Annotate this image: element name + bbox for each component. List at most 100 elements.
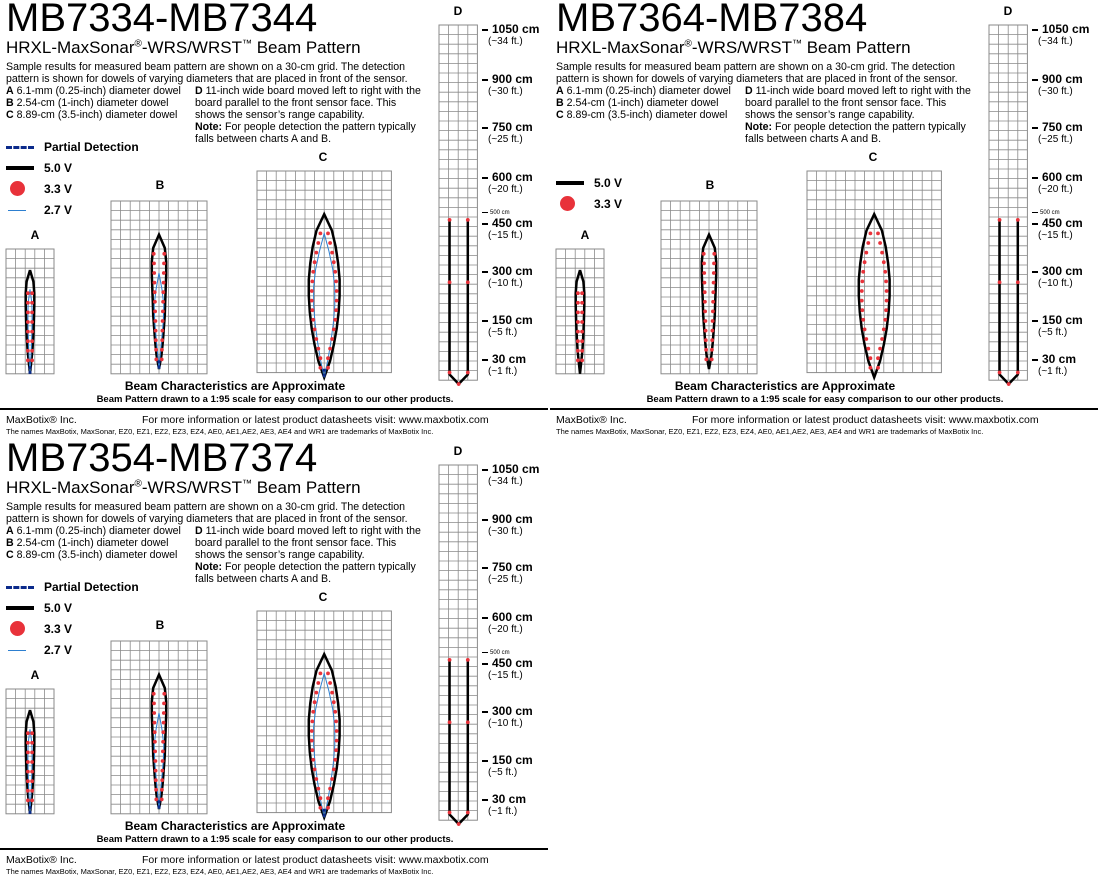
- chart-d-3-3v-point-4: [447, 810, 452, 815]
- chart-c-3-3v-point-9: [883, 269, 888, 274]
- chart-b-3-3v-point-2: [152, 261, 156, 266]
- chart-b-3-3v-point-2: [152, 701, 156, 706]
- model-title: MB7334-MB7344: [6, 0, 318, 40]
- chart-a-3-3v-point-0: [576, 291, 580, 296]
- chart-c-grid: [806, 170, 942, 382]
- scale-cm: 450 cm: [1042, 216, 1083, 230]
- chart-c-3-3v-point-17: [334, 748, 338, 753]
- chart-d-label: D: [453, 444, 463, 458]
- chart-c-3-3v-point-16: [310, 748, 315, 753]
- scale-ft: (~20 ft.): [488, 624, 523, 635]
- dowel-list: A 6.1-mm (0.25-inch) diameter dowel B 2.…: [556, 85, 731, 121]
- chart-c-3-3v-point-11: [334, 279, 338, 284]
- chart-b-3-3v-point-22: [704, 357, 709, 362]
- chart-b-label: B: [155, 618, 165, 632]
- chart-c-3-3v-point-18: [311, 317, 316, 322]
- chart-c-3-3v-point-28: [868, 365, 873, 370]
- chart-b-3-3v-point-13: [711, 309, 715, 314]
- chart-a-3-3v-point-10: [26, 779, 30, 784]
- chart-a-3-3v-point-3: [30, 300, 34, 305]
- scale-tick: 150 cm (~5 ft.): [1032, 313, 1100, 338]
- chart-d-label: D: [1003, 4, 1013, 18]
- footer-company: MaxBotix® Inc. For more information or la…: [6, 854, 489, 866]
- chart-b-3-3v-point-3: [162, 701, 166, 706]
- scale-ft: (~10 ft.): [1038, 278, 1073, 289]
- chart-d-3-3v-point-5: [1015, 370, 1020, 375]
- chart-c-3-3v-point-21: [331, 327, 336, 332]
- chart-b-3-3v-point-7: [711, 280, 716, 285]
- chart-a-3-3v-point-8: [26, 329, 30, 334]
- chart-c-3-3v-point-7: [331, 700, 336, 705]
- scale-tick: 150 cm (~5 ft.): [482, 753, 550, 778]
- chart-a-3-3v-point-1: [30, 291, 34, 296]
- chart-c-3-3v-point-3: [878, 241, 882, 245]
- chart-a-3-3v-point-8: [576, 329, 580, 334]
- chart-c-3-3v-point-29: [326, 805, 330, 810]
- chart-c-3-3v-point-12: [859, 289, 864, 293]
- chart-c: [256, 170, 392, 382]
- chart-b-3-3v-point-20: [154, 347, 158, 352]
- chart-b-label: B: [705, 178, 715, 192]
- chart-b-3-3v-point-6: [152, 720, 157, 725]
- chart-b-3-3v-point-17: [160, 768, 165, 773]
- scale-tick: 450 cm (~15 ft.): [1032, 216, 1100, 241]
- chart-c-3-3v-point-8: [861, 269, 866, 274]
- chart-c-3-3v-point-12: [309, 289, 314, 293]
- scale-tick-500: 500 cm: [482, 650, 510, 656]
- chart-c-3-3v-point-2: [316, 241, 321, 245]
- chart-c-3-3v-point-9: [333, 709, 338, 714]
- chart-b: [110, 640, 208, 815]
- scale-tick: 600 cm (~20 ft.): [482, 610, 550, 635]
- chart-b-3-3v-point-11: [161, 299, 165, 304]
- chart-a-3-3v-point-1: [580, 291, 584, 296]
- chart-b-2-7v-outline: [153, 272, 165, 370]
- chart-a-3-3v-point-9: [30, 329, 34, 334]
- scale-ft: (~1 ft.): [488, 366, 518, 377]
- board-description: D 11-inch wide board moved left to right…: [195, 85, 421, 145]
- chart-a-3-3v-point-4: [576, 310, 580, 315]
- legend-5v: 5.0 V: [6, 157, 139, 178]
- chart-d-3-3v-point-3: [465, 720, 470, 725]
- chart-c-3-3v-point-7: [331, 260, 336, 265]
- scale-cm: 150 cm: [492, 313, 533, 327]
- scale-tick-500: 500 cm: [482, 210, 510, 216]
- chart-b-5v-outline: [700, 231, 718, 370]
- chart-b-3-3v-point-7: [161, 720, 166, 725]
- board-description: D 11-inch wide board moved left to right…: [745, 85, 971, 145]
- scale-cm: 150 cm: [492, 753, 533, 767]
- scale-tick: 450 cm (~15 ft.): [482, 216, 550, 241]
- chart-d-3-3v-point-5: [465, 370, 470, 375]
- chart-c-3-3v-point-16: [860, 308, 865, 313]
- chart-c-3-3v-point-13: [334, 729, 339, 733]
- chart-c-3-3v-point-15: [334, 738, 339, 743]
- chart-b: [660, 200, 758, 375]
- scale-ft: (~25 ft.): [1038, 134, 1073, 145]
- chart-b-3-3v-point-21: [160, 787, 164, 792]
- legend-2-7v: 2.7 V: [6, 639, 139, 660]
- chart-b-grid: [660, 200, 758, 375]
- scale-cm: 30 cm: [492, 792, 527, 806]
- footer-website: For more information or latest product d…: [692, 414, 1039, 426]
- chart-b-3-3v-point-4: [702, 271, 707, 275]
- chart-a-3-3v-point-13: [30, 788, 34, 793]
- chart-b-3-3v-point-4: [152, 271, 157, 275]
- scale-cm: 600 cm: [1042, 170, 1083, 184]
- legend-partial-detection: Partial Detection: [6, 576, 139, 597]
- chart-d-3-3v-point-4: [447, 370, 452, 375]
- legend-3-3v: 3.3 V: [556, 193, 622, 214]
- chart-b-3-3v-point-16: [153, 328, 158, 333]
- chart-c-3-3v-point-1: [326, 671, 330, 676]
- scale-cm: 300 cm: [492, 264, 533, 278]
- footer-trademarks: The names MaxBotix, MaxSonar, EZ0, EZ1, …: [556, 427, 984, 436]
- chart-c-label: C: [868, 150, 878, 164]
- legend-partial-detection: Partial Detection: [6, 136, 139, 157]
- chart-c-3-3v-point-20: [862, 327, 867, 332]
- chart-c-3-3v-point-11: [334, 719, 338, 724]
- scale-ft: (~5 ft.): [488, 767, 518, 778]
- chart-b-3-3v-point-21: [160, 347, 164, 352]
- chart-b-3-3v-point-10: [153, 299, 157, 304]
- scale-note: Beam Pattern drawn to a 1:95 scale for e…: [96, 394, 454, 405]
- chart-c-3-3v-point-26: [318, 796, 323, 801]
- chart-c-3-3v-point-10: [860, 279, 865, 284]
- chart-c-2-7v-outline: [313, 231, 336, 378]
